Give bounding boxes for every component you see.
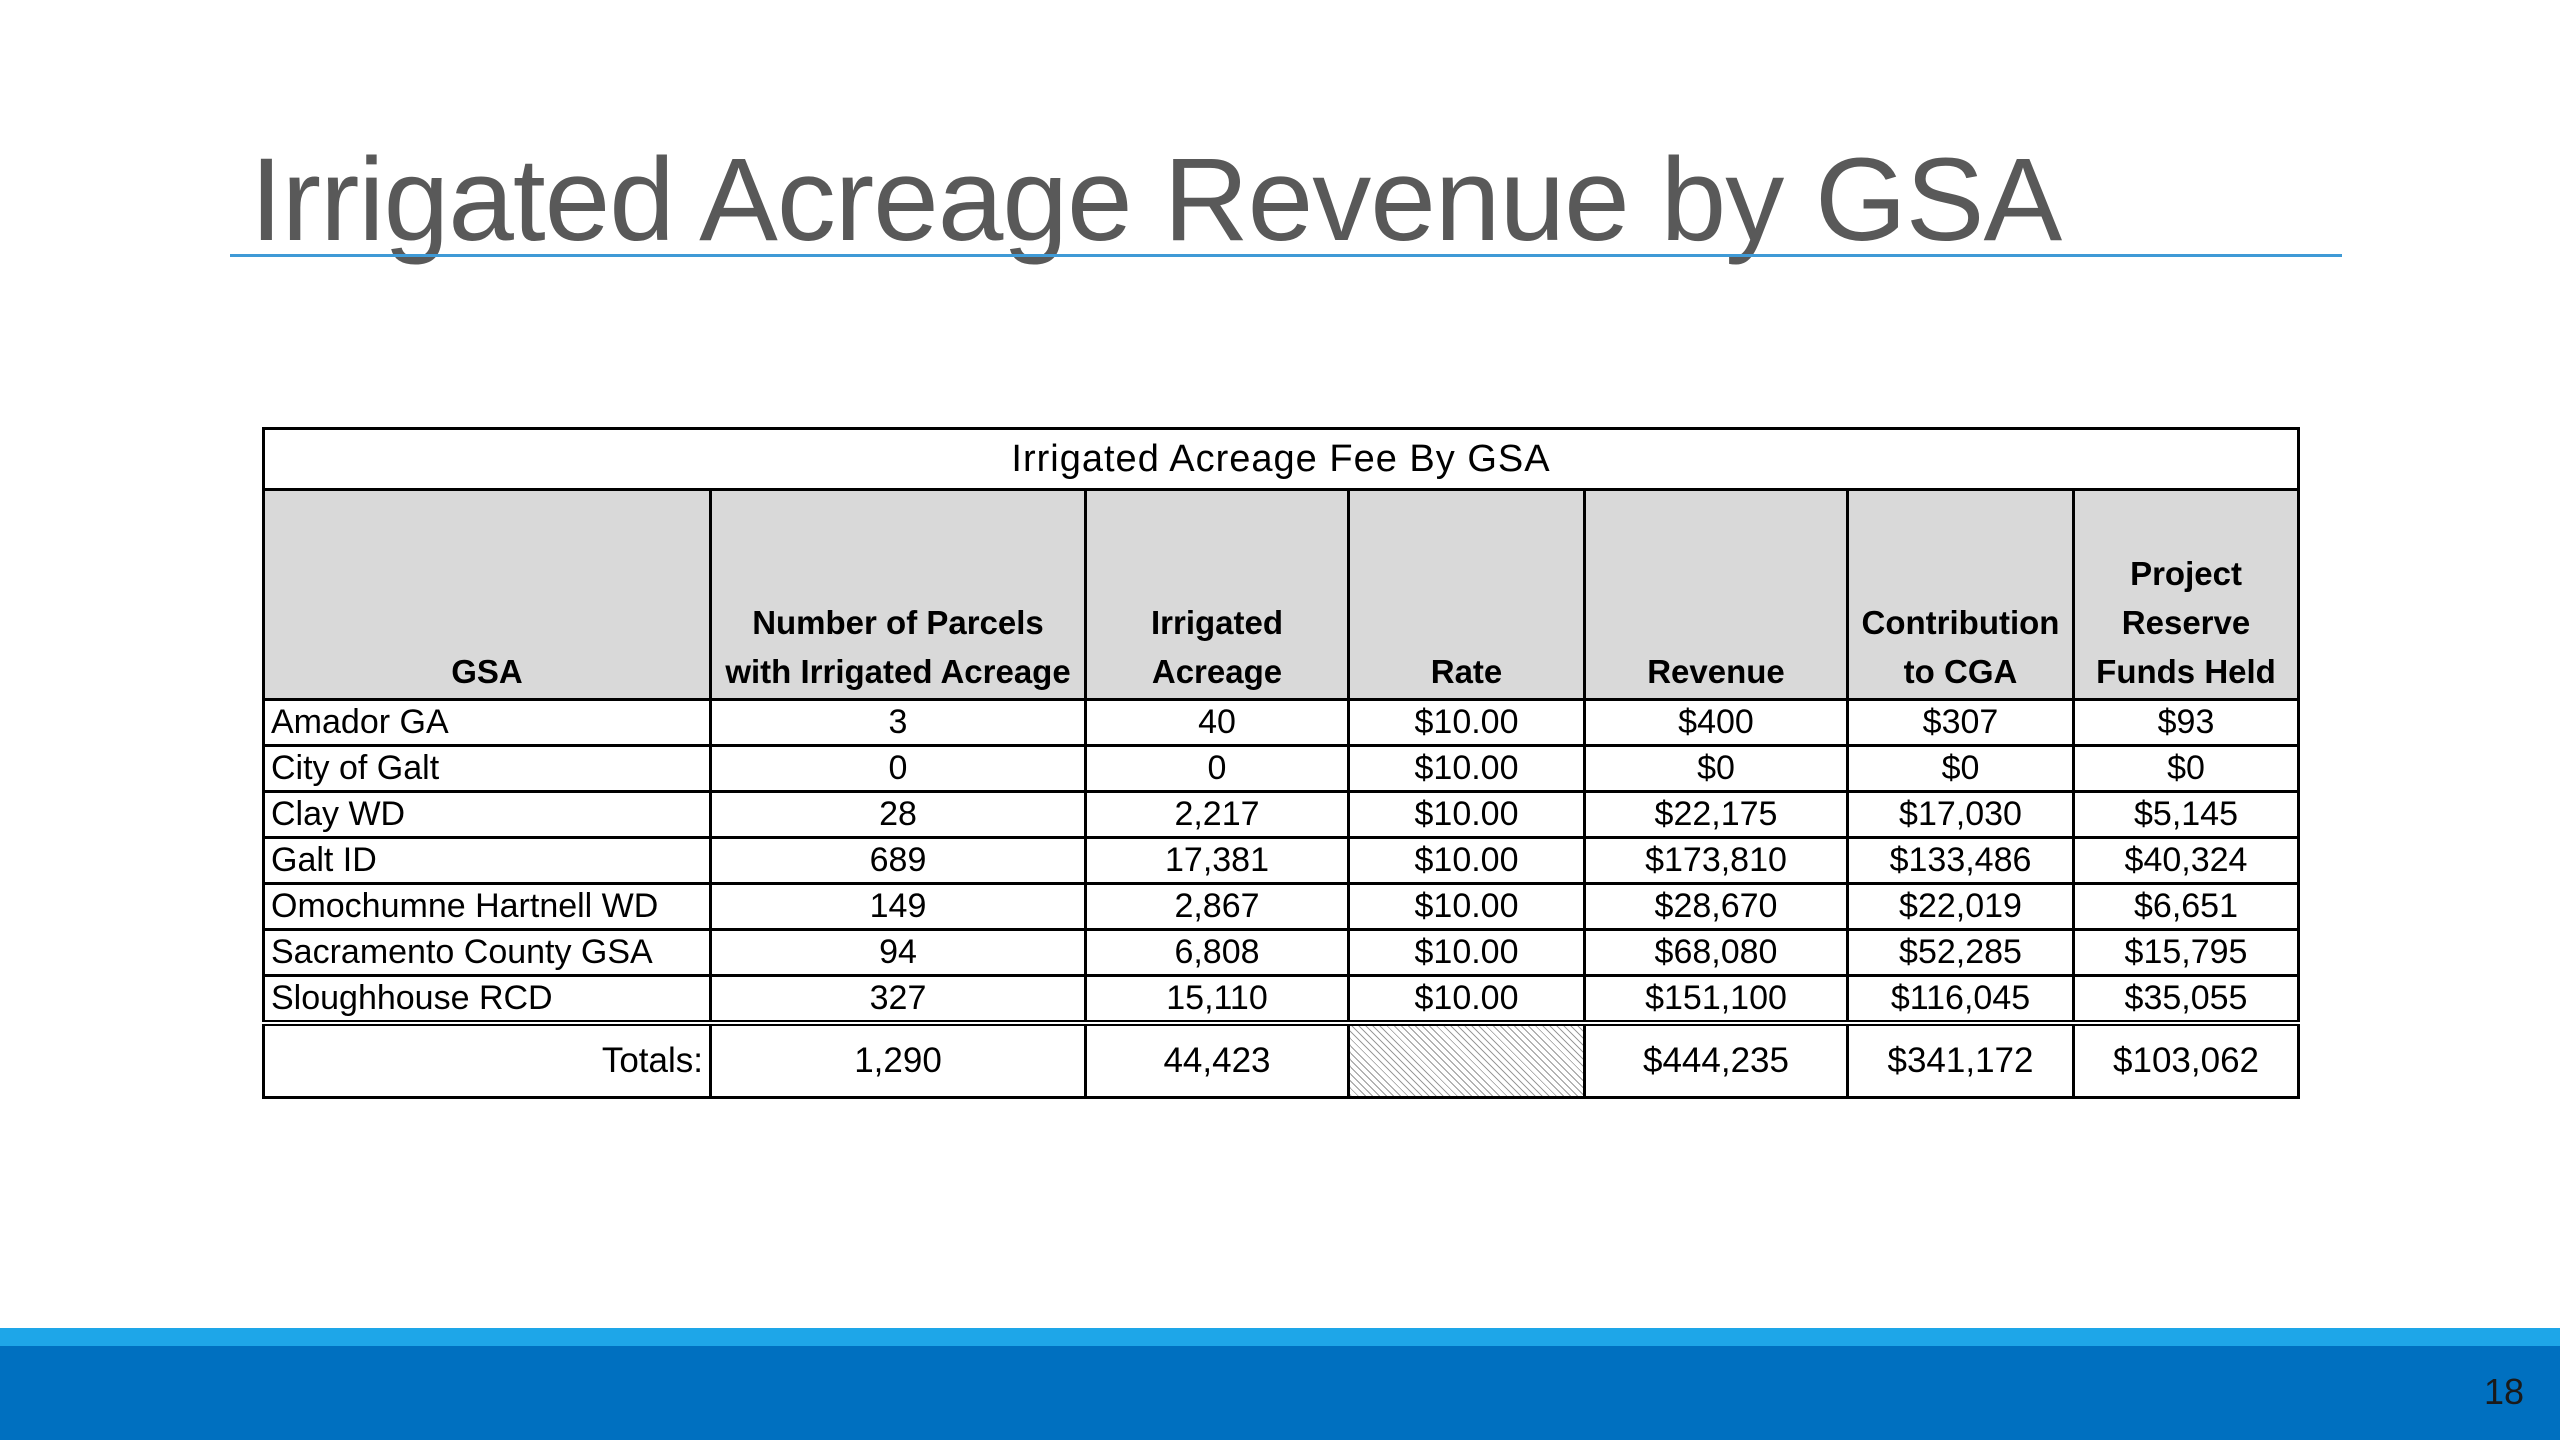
cell-reserve: $93 bbox=[2071, 698, 2301, 747]
cell-gsa: Galt ID bbox=[262, 836, 712, 885]
table-row: Sloughhouse RCD 327 15,110 $10.00 $151,1… bbox=[262, 974, 2301, 1025]
table-row: Amador GA 3 40 $10.00 $400 $307 $93 bbox=[262, 698, 2301, 747]
cell-revenue: $68,080 bbox=[1583, 928, 1849, 977]
irrigated-acreage-fee-table: Irrigated Acreage Fee By GSA GSA Number … bbox=[261, 427, 2301, 1099]
cell-reserve: $6,651 bbox=[2071, 882, 2301, 931]
cell-parcels: 0 bbox=[709, 744, 1087, 793]
page-number: 18 bbox=[2483, 1371, 2524, 1412]
table-row: City of Galt 0 0 $10.00 $0 $0 $0 bbox=[262, 744, 2301, 793]
cell-gsa: Amador GA bbox=[262, 698, 712, 747]
cell-contribution: $0 bbox=[1846, 744, 2075, 793]
cell-gsa: Clay WD bbox=[262, 790, 712, 839]
title-underline bbox=[230, 254, 2342, 257]
cell-acreage: 6,808 bbox=[1084, 928, 1350, 977]
table-row: Clay WD 28 2,217 $10.00 $22,175 $17,030 … bbox=[262, 790, 2301, 839]
table-caption-row: Irrigated Acreage Fee By GSA bbox=[261, 427, 2301, 491]
header-revenue: Revenue bbox=[1583, 488, 1849, 701]
footer-accent-stripe bbox=[0, 1328, 2560, 1346]
table-caption: Irrigated Acreage Fee By GSA bbox=[261, 427, 2301, 491]
table-row: Galt ID 689 17,381 $10.00 $173,810 $133,… bbox=[262, 836, 2301, 885]
cell-rate: $10.00 bbox=[1347, 974, 1586, 1025]
cell-contribution: $133,486 bbox=[1846, 836, 2075, 885]
cell-revenue: $173,810 bbox=[1583, 836, 1849, 885]
cell-parcels: 94 bbox=[709, 928, 1087, 977]
cell-revenue: $151,100 bbox=[1583, 974, 1849, 1025]
cell-acreage: 0 bbox=[1084, 744, 1350, 793]
totals-acreage: 44,423 bbox=[1084, 1020, 1350, 1099]
cell-contribution: $22,019 bbox=[1846, 882, 2075, 931]
cell-reserve: $0 bbox=[2071, 744, 2301, 793]
cell-acreage: 15,110 bbox=[1084, 974, 1350, 1025]
header-reserve: Project Reserve Funds Held bbox=[2071, 488, 2301, 701]
cell-acreage: 2,217 bbox=[1084, 790, 1350, 839]
header-gsa: GSA bbox=[262, 488, 712, 701]
cell-parcels: 3 bbox=[709, 698, 1087, 747]
cell-contribution: $307 bbox=[1846, 698, 2075, 747]
cell-rate: $10.00 bbox=[1347, 698, 1586, 747]
table-header-row: GSA Number of Parcels with Irrigated Acr… bbox=[262, 488, 2301, 701]
cell-reserve: $15,795 bbox=[2071, 928, 2301, 977]
cell-gsa: Sloughhouse RCD bbox=[262, 974, 712, 1025]
footer-bar bbox=[0, 1346, 2560, 1440]
cell-contribution: $52,285 bbox=[1846, 928, 2075, 977]
cell-reserve: $35,055 bbox=[2071, 974, 2301, 1025]
header-irrigated-acreage: Irrigated Acreage bbox=[1084, 488, 1350, 701]
cell-gsa: Omochumne Hartnell WD bbox=[262, 882, 712, 931]
cell-acreage: 2,867 bbox=[1084, 882, 1350, 931]
table-row: Sacramento County GSA 94 6,808 $10.00 $6… bbox=[262, 928, 2301, 977]
cell-rate: $10.00 bbox=[1347, 882, 1586, 931]
totals-rate-hatched-cell bbox=[1347, 1020, 1586, 1099]
cell-rate: $10.00 bbox=[1347, 790, 1586, 839]
totals-parcels: 1,290 bbox=[709, 1020, 1087, 1099]
cell-rate: $10.00 bbox=[1347, 928, 1586, 977]
cell-parcels: 689 bbox=[709, 836, 1087, 885]
cell-gsa: City of Galt bbox=[262, 744, 712, 793]
cell-acreage: 17,381 bbox=[1084, 836, 1350, 885]
cell-rate: $10.00 bbox=[1347, 836, 1586, 885]
cell-parcels: 28 bbox=[709, 790, 1087, 839]
cell-rate: $10.00 bbox=[1347, 744, 1586, 793]
header-parcels: Number of Parcels with Irrigated Acreage bbox=[709, 488, 1087, 701]
cell-parcels: 149 bbox=[709, 882, 1087, 931]
totals-reserve: $103,062 bbox=[2071, 1020, 2301, 1099]
cell-revenue: $22,175 bbox=[1583, 790, 1849, 839]
cell-contribution: $17,030 bbox=[1846, 790, 2075, 839]
cell-gsa: Sacramento County GSA bbox=[262, 928, 712, 977]
totals-row: Totals: 1,290 44,423 $444,235 $341,172 $… bbox=[262, 1020, 2301, 1099]
totals-revenue: $444,235 bbox=[1583, 1020, 1849, 1099]
totals-label: Totals: bbox=[262, 1020, 712, 1099]
cell-acreage: 40 bbox=[1084, 698, 1350, 747]
table-row: Omochumne Hartnell WD 149 2,867 $10.00 $… bbox=[262, 882, 2301, 931]
cell-contribution: $116,045 bbox=[1846, 974, 2075, 1025]
cell-reserve: $40,324 bbox=[2071, 836, 2301, 885]
cell-revenue: $0 bbox=[1583, 744, 1849, 793]
slide-title: Irrigated Acreage Revenue by GSA bbox=[250, 134, 2062, 266]
cell-reserve: $5,145 bbox=[2071, 790, 2301, 839]
cell-revenue: $400 bbox=[1583, 698, 1849, 747]
cell-revenue: $28,670 bbox=[1583, 882, 1849, 931]
header-contribution: Contribution to CGA bbox=[1846, 488, 2075, 701]
cell-parcels: 327 bbox=[709, 974, 1087, 1025]
totals-contribution: $341,172 bbox=[1846, 1020, 2075, 1099]
header-rate: Rate bbox=[1347, 488, 1586, 701]
